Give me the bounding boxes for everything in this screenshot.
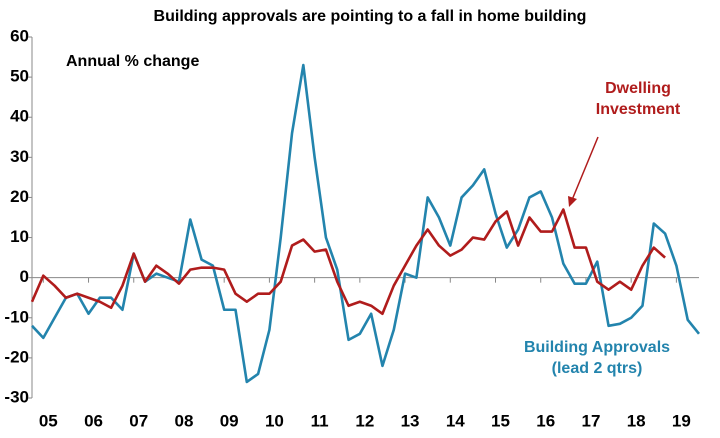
label-line: (lead 2 qtrs) [552, 360, 643, 377]
series-label: Building Approvals (lead 2 qtrs) [524, 339, 670, 377]
annotation-arrow [571, 136, 599, 201]
x-tick-label: 11 [311, 411, 329, 430]
chart-title: Building approvals are pointing to a fal… [154, 8, 587, 25]
series-label: Dwelling Investment [596, 80, 681, 118]
y-tick-label: 30 [10, 147, 29, 166]
arrow-head [568, 196, 577, 207]
y-tick-label: 10 [10, 227, 29, 246]
y-tick-label: -20 [4, 347, 29, 366]
x-tick-label: 05 [39, 411, 58, 430]
y-axis-label: Annual % change [66, 53, 199, 70]
series-line [30, 208, 666, 316]
label-line: Investment [596, 101, 681, 118]
x-tick-label: 12 [355, 411, 374, 430]
x-tick-label: 08 [175, 411, 194, 430]
x-tick-label: 07 [129, 411, 148, 430]
x-tick-label: 09 [220, 411, 239, 430]
label-line: Building Approvals [524, 339, 670, 356]
x-tick-label: 10 [265, 411, 284, 430]
x-tick-label: 15 [491, 411, 510, 430]
x-tick-label: 14 [446, 411, 465, 430]
y-tick-label: 0 [20, 267, 29, 286]
y-tick-label: 60 [10, 26, 29, 45]
y-tick-label: 20 [10, 187, 29, 206]
y-tick-label: -30 [4, 387, 29, 406]
x-tick-label: 18 [627, 411, 646, 430]
label-line: Dwelling [605, 80, 671, 97]
x-tick-label: 17 [581, 411, 600, 430]
y-tick-label: -10 [4, 307, 29, 326]
y-tick-label: 40 [10, 107, 29, 126]
x-tick-label: 06 [84, 411, 103, 430]
y-tick-label: 50 [10, 67, 29, 86]
x-tick-label: 19 [672, 411, 691, 430]
x-tick-label: 13 [401, 411, 420, 430]
x-tick-label: 16 [536, 411, 555, 430]
